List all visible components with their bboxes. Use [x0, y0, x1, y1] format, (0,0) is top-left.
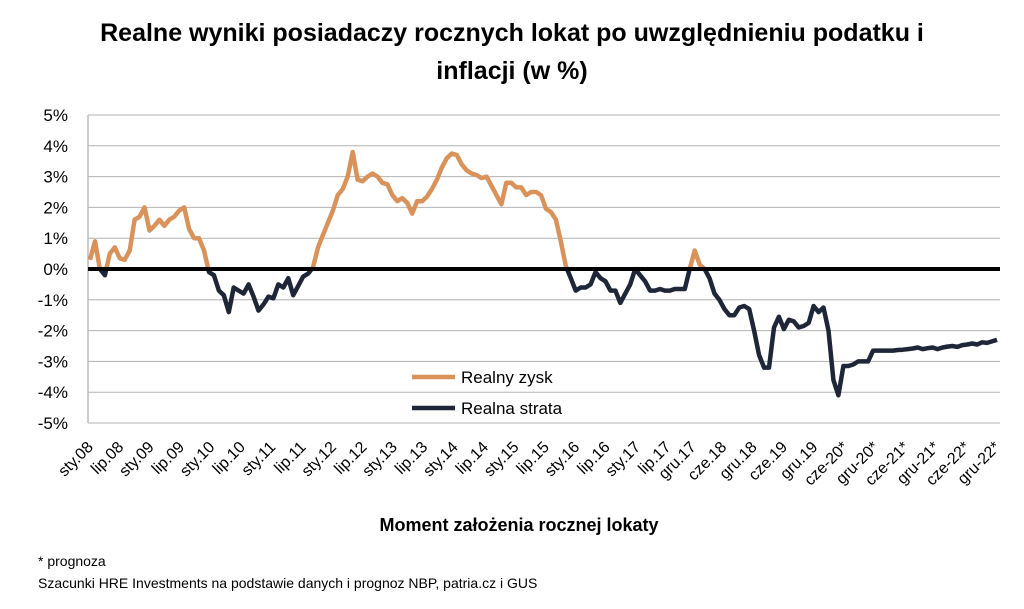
- x-tick-label: sty.11: [239, 439, 280, 480]
- chart-title-line-1: Realne wyniki posiadaczy rocznych lokat …: [100, 19, 924, 47]
- x-tick-label: sty.15: [481, 439, 522, 480]
- series-line-realna-strata: [97, 269, 998, 398]
- legend-label-realny-zysk: Realny zysk: [461, 368, 553, 387]
- x-tick-label: sty.14: [420, 439, 461, 480]
- chart-title: Realne wyniki posiadaczy rocznych lokat …: [0, 14, 1024, 90]
- y-tick-label: 0%: [43, 260, 68, 279]
- footnote-source: Szacunki HRE Investments na podstawie da…: [38, 575, 538, 591]
- y-tick-label: -5%: [38, 414, 68, 433]
- y-tick-label: 4%: [43, 137, 68, 156]
- y-tick-label: 2%: [43, 198, 68, 217]
- y-tick-label: -2%: [38, 322, 68, 341]
- x-tick-label: sty.12: [299, 439, 340, 480]
- x-axis-title: Moment założenia rocznej lokaty: [379, 515, 658, 535]
- x-tick-label: sty.09: [116, 439, 157, 480]
- x-tick-label: sty.13: [359, 439, 400, 480]
- y-tick-label: 3%: [43, 168, 68, 187]
- y-tick-label: 1%: [43, 229, 68, 248]
- y-tick-label: -3%: [38, 352, 68, 371]
- y-tick-label: 5%: [43, 106, 68, 125]
- x-tick-label: sty.17: [603, 439, 644, 480]
- x-tick-label: sty.10: [177, 439, 218, 480]
- x-tick-label: sty.16: [542, 439, 583, 480]
- legend: Realny zysk Realna strata: [412, 368, 563, 418]
- series-line-realny-zysk: [87, 149, 708, 269]
- footnote-forecast: * prognoza: [38, 553, 106, 569]
- y-tick-label: -1%: [38, 291, 68, 310]
- y-tick-label: -4%: [38, 383, 68, 402]
- chart-title-line-2: inflacji (w %): [436, 57, 588, 85]
- legend-label-realna-strata: Realna strata: [461, 399, 563, 418]
- x-tick-label: sty.08: [55, 439, 96, 480]
